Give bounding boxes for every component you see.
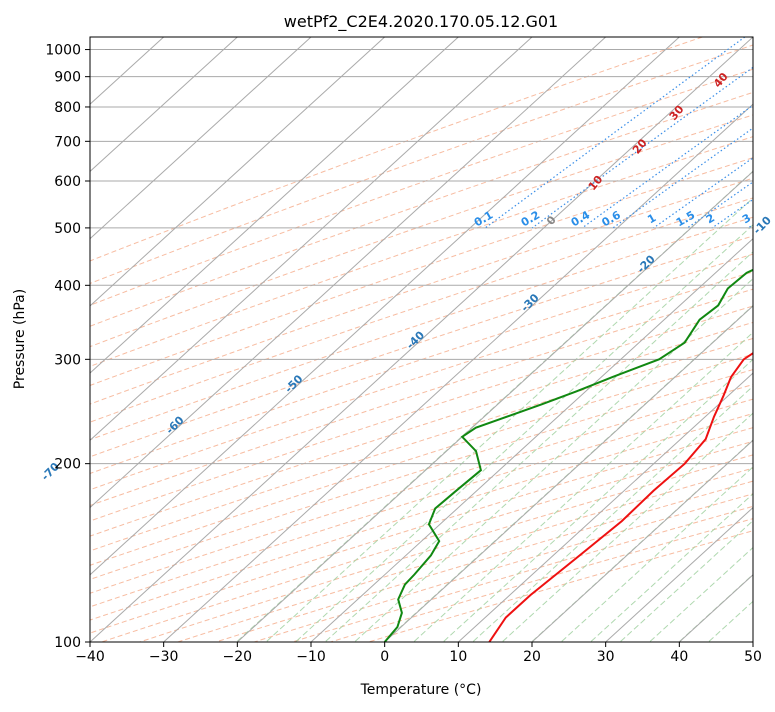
y-tick-label: 900 [54, 70, 81, 86]
x-tick-label: −30 [149, 649, 179, 665]
y-tick-label: 500 [54, 221, 81, 237]
y-tick-label: 300 [54, 352, 81, 368]
x-tick-label: 20 [523, 649, 541, 665]
x-tick-label: 40 [670, 649, 688, 665]
x-tick-label: 0 [380, 649, 389, 665]
y-tick-label: 1000 [45, 43, 81, 59]
x-tick-label: 10 [449, 649, 467, 665]
y-tick-label: 400 [54, 278, 81, 294]
chart-title: wetPf2_C2E4.2020.170.05.12.G01 [284, 12, 558, 32]
y-tick-label: 800 [54, 100, 81, 116]
isotherm-line [753, 37, 775, 642]
y-axis-label: Pressure (hPa) [12, 289, 28, 389]
x-tick-label: −40 [75, 649, 105, 665]
x-tick-label: −10 [296, 649, 326, 665]
y-tick-label: 700 [54, 134, 81, 150]
y-tick-label: 600 [54, 174, 81, 190]
x-tick-label: 30 [597, 649, 615, 665]
y-tick-label: 200 [54, 457, 81, 473]
x-axis-label: Temperature (°C) [360, 682, 482, 698]
x-tick-label: 50 [744, 649, 762, 665]
y-tick-label: 100 [54, 635, 81, 651]
x-tick-label: −20 [223, 649, 253, 665]
isotherm-label: -10 [751, 214, 774, 237]
